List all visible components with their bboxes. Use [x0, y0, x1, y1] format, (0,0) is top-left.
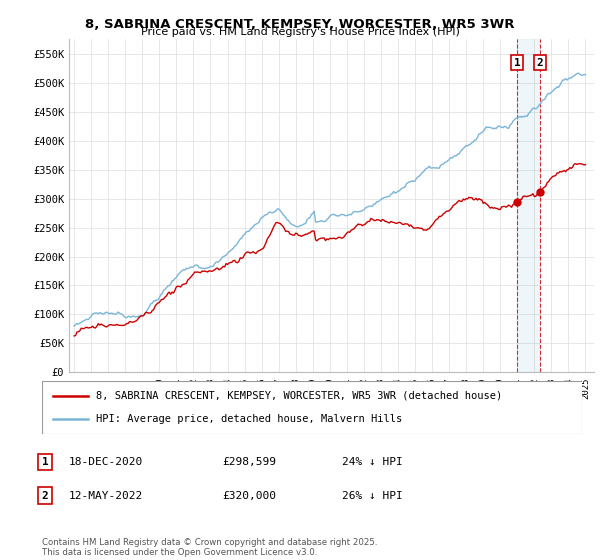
Text: 2: 2	[536, 58, 544, 68]
Text: 8, SABRINA CRESCENT, KEMPSEY, WORCESTER, WR5 3WR (detached house): 8, SABRINA CRESCENT, KEMPSEY, WORCESTER,…	[96, 391, 502, 401]
Text: £320,000: £320,000	[222, 491, 276, 501]
Text: 2: 2	[41, 491, 49, 501]
Text: 8, SABRINA CRESCENT, KEMPSEY, WORCESTER, WR5 3WR: 8, SABRINA CRESCENT, KEMPSEY, WORCESTER,…	[85, 18, 515, 31]
Text: £298,599: £298,599	[222, 457, 276, 467]
Text: 26% ↓ HPI: 26% ↓ HPI	[342, 491, 403, 501]
Text: 1: 1	[514, 58, 521, 68]
Text: Contains HM Land Registry data © Crown copyright and database right 2025.
This d: Contains HM Land Registry data © Crown c…	[42, 538, 377, 557]
Bar	[517, 39, 540, 372]
Text: Price paid vs. HM Land Registry's House Price Index (HPI): Price paid vs. HM Land Registry's House …	[140, 27, 460, 37]
Text: 24% ↓ HPI: 24% ↓ HPI	[342, 457, 403, 467]
Text: 18-DEC-2020: 18-DEC-2020	[69, 457, 143, 467]
FancyBboxPatch shape	[42, 381, 582, 434]
Text: 1: 1	[41, 457, 49, 467]
Text: 12-MAY-2022: 12-MAY-2022	[69, 491, 143, 501]
Text: HPI: Average price, detached house, Malvern Hills: HPI: Average price, detached house, Malv…	[96, 414, 402, 424]
